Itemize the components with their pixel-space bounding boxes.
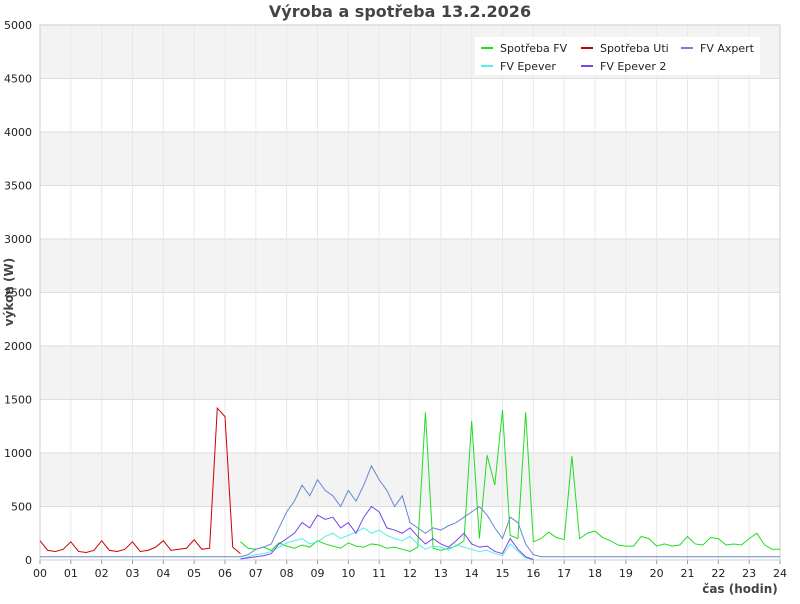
y-tick-label: 2500 bbox=[4, 287, 32, 300]
x-tick-label: 23 bbox=[742, 567, 756, 580]
x-tick-label: 12 bbox=[403, 567, 417, 580]
x-tick-label: 17 bbox=[557, 567, 571, 580]
x-axis-label: čas (hodin) bbox=[702, 582, 778, 596]
series-line bbox=[40, 464, 780, 558]
series-line bbox=[240, 527, 534, 560]
x-tick-label: 08 bbox=[280, 567, 294, 580]
x-tick-label: 22 bbox=[711, 567, 725, 580]
x-tick-label: 09 bbox=[311, 567, 325, 580]
series-line bbox=[39, 406, 241, 554]
legend-label: FV Epever bbox=[500, 60, 556, 73]
legend-box bbox=[475, 37, 760, 75]
x-tick-label: 00 bbox=[33, 567, 47, 580]
y-tick-label: 5000 bbox=[4, 19, 32, 32]
series-line bbox=[240, 505, 534, 560]
x-tick-label: 01 bbox=[64, 567, 78, 580]
y-axis-label: výkon (W) bbox=[2, 258, 16, 326]
x-tick-label: 02 bbox=[95, 567, 109, 580]
legend-label: Spotřeba FV bbox=[500, 42, 568, 55]
x-tick-label: 06 bbox=[218, 567, 232, 580]
x-tick-label: 19 bbox=[619, 567, 633, 580]
y-tick-label: 2000 bbox=[4, 340, 32, 353]
x-tick-label: 04 bbox=[156, 567, 170, 580]
y-tick-label: 500 bbox=[11, 501, 32, 514]
x-tick-label: 05 bbox=[187, 567, 201, 580]
chart-title: Výroba a spotřeba 13.2.2026 bbox=[269, 2, 531, 21]
x-tick-label: 13 bbox=[434, 567, 448, 580]
legend-label: FV Axpert bbox=[700, 42, 755, 55]
y-tick-label: 3000 bbox=[4, 233, 32, 246]
y-tick-label: 3500 bbox=[4, 180, 32, 193]
x-tick-label: 21 bbox=[681, 567, 695, 580]
plot-frame bbox=[39, 24, 781, 561]
x-tick-label: 03 bbox=[126, 567, 140, 580]
legend: Spotřeba FV Spotřeba Uti FV Axpert FV Epeve… bbox=[475, 37, 760, 75]
legend-label: FV Epever 2 bbox=[600, 60, 666, 73]
x-tick-label: 07 bbox=[249, 567, 263, 580]
legend-label: Spotřeba Uti bbox=[600, 42, 669, 55]
y-tick-label: 1500 bbox=[4, 394, 32, 407]
y-tick-label: 0 bbox=[25, 554, 32, 567]
y-tick-label: 4500 bbox=[4, 73, 32, 86]
x-tick-label: 20 bbox=[650, 567, 664, 580]
x-tick-label: 16 bbox=[526, 567, 540, 580]
y-tick-label: 4000 bbox=[4, 126, 32, 139]
x-tick-label: 24 bbox=[773, 567, 787, 580]
x-tick-label: 10 bbox=[341, 567, 355, 580]
x-tick-label: 14 bbox=[465, 567, 479, 580]
x-tick-label: 15 bbox=[496, 567, 510, 580]
y-tick-label: 1000 bbox=[4, 447, 32, 460]
x-tick-label: 11 bbox=[372, 567, 386, 580]
series-line bbox=[240, 410, 780, 552]
x-tick-label: 18 bbox=[588, 567, 602, 580]
